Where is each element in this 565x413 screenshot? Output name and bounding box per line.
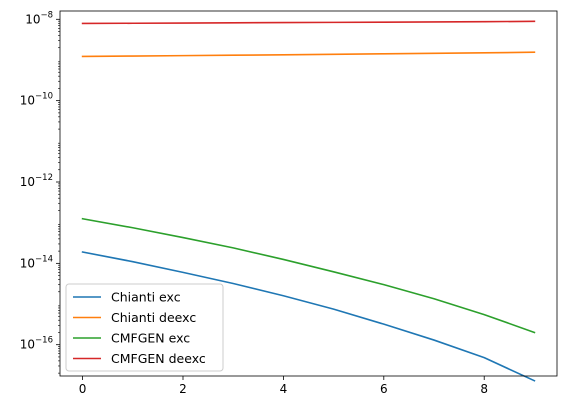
y-tick-exponent: −16 — [35, 336, 53, 346]
series-line-1 — [81, 51, 536, 58]
x-tick-label: 8 — [480, 382, 488, 396]
legend-label-0: Chianti exc — [111, 290, 181, 305]
y-tick-exponent: −8 — [40, 10, 53, 20]
x-tick-label: 4 — [280, 382, 288, 396]
y-tick-base: 10 — [20, 175, 35, 189]
series-line-2 — [81, 217, 536, 334]
y-tick-label: 10−10 — [20, 92, 53, 108]
y-tick-base: 10 — [20, 94, 35, 108]
x-tick-label: 0 — [79, 382, 87, 396]
legend: Chianti exc Chianti deexc CMFGEN exc CMFGEN… — [65, 283, 224, 372]
legend-label-2: CMFGEN exc — [111, 331, 190, 346]
legend-label-3: CMFGEN deexc — [111, 351, 206, 366]
y-tick-exponent: −12 — [35, 173, 53, 183]
y-tick-label: 10−8 — [25, 10, 53, 26]
y-tick-base: 10 — [20, 338, 35, 352]
y-tick-base: 10 — [25, 12, 40, 26]
y-tick-exponent: −14 — [35, 254, 53, 264]
series-line-0 — [81, 251, 536, 382]
legend-box — [65, 283, 224, 372]
y-tick-label: 10−14 — [20, 254, 53, 270]
x-tick-label: 2 — [179, 382, 187, 396]
y-tick-base: 10 — [20, 256, 35, 270]
y-tick-exponent: −10 — [35, 92, 53, 102]
y-tick-label: 10−12 — [20, 173, 53, 189]
y-tick-label: 10−16 — [20, 336, 53, 352]
legend-label-1: Chianti deexc — [111, 310, 196, 325]
series-line-3 — [81, 20, 536, 25]
series-layer — [81, 20, 536, 382]
x-tick-label: 6 — [380, 382, 388, 396]
plot-frame — [59, 10, 558, 377]
x-axis: 0 2 4 6 8 — [79, 376, 488, 396]
